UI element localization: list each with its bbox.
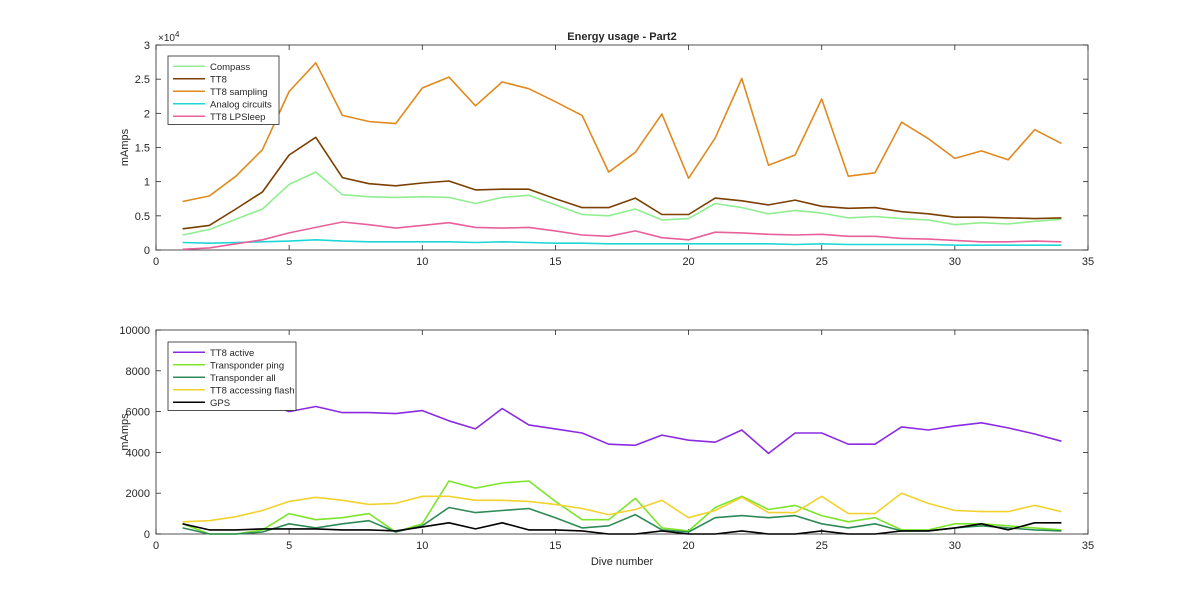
legend-label: TT8 sampling — [210, 87, 268, 98]
legend-label: Transponder all — [210, 373, 276, 384]
x-tick-label: 20 — [682, 540, 694, 552]
legend-label: TT8 LPSleep — [210, 112, 265, 123]
y-tick-label: 1.5 — [135, 143, 150, 155]
legend-label: Analog circuits — [210, 99, 272, 110]
legend-label: Compass — [210, 62, 250, 73]
series-line-tt8-lpsleep — [182, 221, 1062, 251]
x-axis-label: Dive number — [591, 556, 654, 568]
x-tick-label: 15 — [549, 256, 561, 268]
x-tick-label: 35 — [1082, 256, 1094, 268]
legend-label: Transponder ping — [210, 360, 284, 371]
chart-2: 0 5 10 15 20 25 30 35 0 2000 4000 6000 8000 10000 mAmp… — [119, 325, 1094, 568]
y-exponent-label: ×104 — [158, 30, 180, 44]
plot-area — [155, 44, 1089, 251]
x-tick-label: 5 — [286, 540, 292, 552]
y-axis-label: mAmps — [119, 128, 131, 166]
series-line-tt8-accessing-flash — [182, 492, 1062, 523]
legend-label: TT8 active — [210, 348, 254, 359]
x-tick-label: 35 — [1082, 540, 1094, 552]
series-group — [182, 61, 1062, 251]
y-tick-label: 4000 — [126, 447, 150, 459]
y-tick-label: 0.5 — [135, 211, 150, 223]
series-line-tt8 — [182, 136, 1062, 230]
chart-1: 0 5 10 15 20 25 30 35 0 0.5 1 1.5 2 2.5 3 ×104 Energy us… — [119, 30, 1094, 268]
series-line-gps — [182, 521, 1062, 535]
legend-box — [167, 55, 280, 125]
legend-label: GPS — [210, 398, 230, 409]
y-exponent-power: 4 — [175, 30, 180, 39]
x-tick-label: 0 — [153, 256, 159, 268]
y-tick-label: 1 — [144, 177, 150, 189]
x-tick-label: 25 — [816, 540, 828, 552]
y-tick-label: 3 — [144, 40, 150, 52]
y-tick-label: 8000 — [126, 366, 150, 378]
series-line-tt8-active — [182, 398, 1062, 455]
series-group — [182, 398, 1062, 535]
x-tick-label: 30 — [949, 540, 961, 552]
series-line-transponder-ping — [182, 480, 1062, 535]
y-tick-label: 2.5 — [135, 74, 150, 86]
x-tick-label: 15 — [549, 540, 561, 552]
x-tick-label: 10 — [416, 540, 428, 552]
legend-label: TT8 — [210, 74, 227, 85]
y-tick-label: 2000 — [126, 488, 150, 500]
y-tick-label: 2 — [144, 108, 150, 120]
y-tick-label: 10000 — [119, 325, 150, 337]
plot-area — [155, 329, 1089, 535]
y-tick-label: 0 — [144, 529, 150, 541]
series-line-tt8-sampling — [182, 61, 1062, 203]
x-tick-label: 30 — [949, 256, 961, 268]
series-line-compass — [182, 171, 1062, 236]
y-tick-label: 6000 — [126, 407, 150, 419]
x-tick-label: 20 — [682, 256, 694, 268]
x-tick-label: 10 — [416, 256, 428, 268]
legend-label: TT8 accessing flash — [210, 385, 294, 396]
x-tick-label: 25 — [816, 256, 828, 268]
x-tick-label: 0 — [153, 540, 159, 552]
y-tick-label: 0 — [144, 245, 150, 257]
legend-box — [167, 341, 297, 411]
series-line-analog-circuits — [182, 239, 1062, 246]
chart-title: Energy usage - Part2 — [567, 31, 676, 43]
y-axis-label: mAmps — [119, 413, 131, 451]
x-tick-label: 5 — [286, 256, 292, 268]
